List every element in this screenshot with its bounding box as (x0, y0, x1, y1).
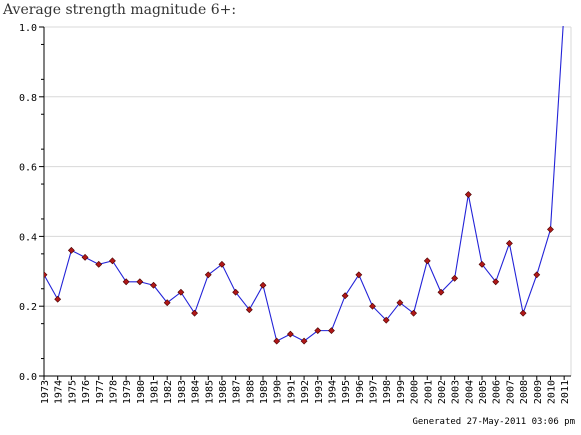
x-tick-label: 1984 (191, 380, 202, 404)
data-point-marker (300, 337, 308, 345)
y-tick-label: 0.6 (19, 163, 37, 174)
data-point-marker (259, 281, 267, 289)
x-tick-label: 1985 (204, 380, 215, 404)
y-tick-label: 1.0 (19, 23, 37, 34)
x-tick-label: 2010 (546, 380, 557, 404)
data-point-marker (451, 274, 459, 282)
generated-timestamp: Generated 27-May-2011 03:06 pm (412, 417, 575, 427)
x-tick-label: 1982 (163, 380, 174, 404)
plot-background (44, 27, 571, 376)
data-point-marker (273, 337, 281, 345)
x-tick-label: 2003 (451, 380, 462, 404)
data-point-marker (423, 257, 431, 265)
x-tick-label: 1993 (314, 380, 325, 404)
data-point-marker (54, 295, 62, 303)
y-tick-label: 0.4 (19, 232, 37, 243)
x-tick-label: 1976 (81, 380, 92, 404)
data-point-marker (478, 260, 486, 268)
x-tick-label: 2006 (492, 380, 503, 404)
y-tick-label: 0.0 (19, 372, 37, 383)
x-tick-label: 1975 (67, 380, 78, 404)
data-point-marker (95, 260, 103, 268)
data-point-marker (369, 302, 376, 310)
y-tick-labels: 0.0 0.2 0.4 0.6 0.8 1.0 (19, 23, 37, 383)
y-tick-label: 0.8 (19, 93, 37, 104)
x-tick-label: 1990 (273, 380, 284, 404)
x-tick-label: 2001 (423, 380, 434, 404)
data-point-marker (81, 253, 89, 261)
x-tick-label: 2008 (519, 380, 530, 404)
y-tick-label: 0.2 (19, 302, 37, 313)
x-tick-label: 1989 (259, 380, 270, 404)
x-tick-label: 1986 (218, 380, 229, 404)
x-tick-label: 1988 (245, 380, 256, 404)
data-point-marker (245, 306, 253, 314)
data-point-marker (355, 271, 363, 279)
data-point-marker (204, 271, 212, 279)
x-tick-label: 2007 (505, 380, 516, 404)
data-point-marker (177, 288, 185, 296)
x-tick-label: 1997 (369, 380, 380, 404)
page-title: Average strength magnitude 6+: (3, 2, 237, 18)
x-tick-label: 1991 (286, 380, 297, 404)
data-point-marker (437, 288, 445, 296)
x-tick-label: 1981 (150, 380, 161, 404)
data-point-marker (163, 299, 171, 307)
data-point-marker (341, 292, 349, 300)
x-tick-label: 1974 (54, 380, 65, 404)
x-tick-label: 1980 (136, 380, 147, 404)
data-point-marker (314, 327, 322, 335)
plot-area (44, 26, 564, 345)
data-point-marker (505, 239, 513, 247)
data-point-marker (67, 246, 75, 254)
axes (39, 26, 571, 380)
grid-lines (44, 26, 572, 376)
data-point-marker (191, 309, 198, 317)
x-tick-label: 1978 (108, 380, 119, 404)
x-tick-label: 2011 (560, 380, 571, 404)
x-tick-labels: 1973 1974 1975 1976 1977 1978 1979 1980 1981 1982… (40, 380, 571, 404)
data-point-marker (218, 260, 226, 268)
x-tick-label: 1983 (177, 380, 188, 404)
data-point-marker (109, 257, 116, 265)
data-point-marker (410, 309, 418, 317)
data-point-marker (396, 299, 404, 307)
x-tick-label: 1999 (396, 380, 407, 404)
x-tick-label: 1973 (40, 380, 51, 404)
x-tick-label: 1995 (341, 380, 352, 404)
x-tick-label: 2009 (533, 380, 544, 404)
x-tick-label: 1977 (95, 380, 106, 404)
x-tick-label: 1979 (122, 380, 133, 404)
data-point-marker (328, 327, 335, 335)
data-point-marker (232, 288, 240, 296)
data-point-marker (286, 330, 294, 338)
data-point-marker (382, 316, 390, 324)
data-point-marker (492, 278, 500, 286)
data-point-marker (136, 278, 144, 286)
x-tick-label: 2004 (464, 380, 475, 404)
x-tick-label: 1994 (327, 380, 338, 404)
data-point-marker (533, 271, 541, 279)
x-tick-label: 1992 (300, 380, 311, 404)
x-tick-label: 1996 (355, 380, 366, 404)
data-point-marker (122, 278, 130, 286)
data-point-marker (519, 309, 527, 317)
x-tick-label: 2005 (478, 380, 489, 404)
x-tick-label: 1998 (382, 380, 393, 404)
data-point-marker (547, 225, 554, 233)
x-tick-label: 2000 (410, 380, 421, 404)
data-point-marker (44, 271, 48, 279)
x-tick-label: 1987 (232, 380, 243, 404)
x-tick-label: 2002 (437, 380, 448, 404)
data-point-marker (464, 191, 472, 198)
data-point-marker (150, 281, 157, 289)
